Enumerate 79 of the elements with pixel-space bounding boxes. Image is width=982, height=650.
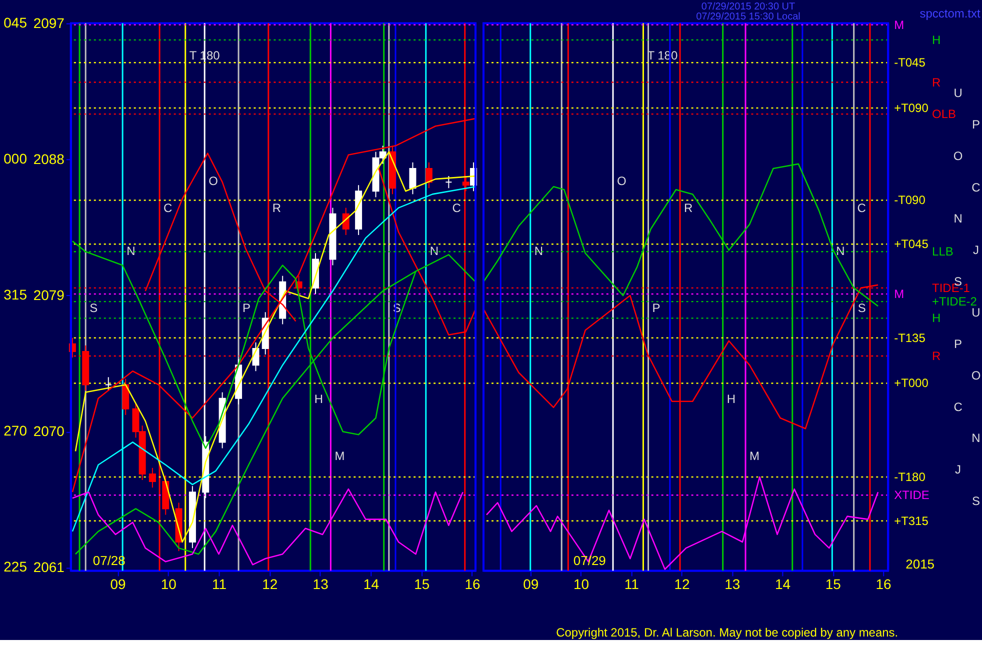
ref-line-label: H — [932, 32, 941, 47]
ref-line-label: M — [334, 448, 345, 463]
text: 225 — [4, 558, 28, 575]
text: N — [954, 212, 962, 226]
text: J — [973, 242, 980, 257]
x-tick-label: 16 — [464, 576, 480, 592]
x-tick-label: 10 — [573, 576, 590, 592]
text: P — [954, 337, 962, 352]
y-tick-label: 2088 — [33, 150, 65, 167]
ref-line-label: +T000 — [894, 376, 929, 390]
x-tick-label: 11 — [212, 576, 227, 592]
x-tick-label: 10 — [160, 576, 177, 592]
ref-line-label: -T180 — [894, 470, 926, 484]
x-tick-label: 12 — [262, 576, 278, 592]
y-tick-label: 2061 — [33, 559, 65, 576]
text: 315 — [4, 286, 28, 303]
x-tick-label: 13 — [724, 576, 740, 592]
x-tick-label: 14 — [775, 576, 791, 592]
x-tick-label: 11 — [624, 576, 640, 592]
ref-line-label: +T315 — [894, 514, 929, 528]
ref-line-label: R — [684, 201, 694, 216]
ref-line-label: C — [452, 201, 462, 216]
text: 07/29/2015 15:30 Local — [696, 11, 800, 22]
text: U — [954, 86, 962, 100]
ref-line-label: C — [164, 201, 173, 216]
text: N — [972, 431, 980, 446]
ref-line-label: O — [616, 174, 626, 188]
ref-line-label: XTIDE — [894, 488, 930, 502]
ref-line-label: N — [126, 244, 136, 258]
ref-line-label: R — [932, 75, 942, 90]
text: 07/29/2015 20:30 UT — [701, 1, 796, 12]
ref-line-label: M — [894, 286, 904, 301]
ref-line-label: R — [932, 349, 942, 363]
ref-line-label: R — [272, 201, 282, 216]
annotation: 07/29 — [573, 552, 606, 568]
ref-line-label: M — [894, 18, 904, 32]
text: J — [955, 462, 962, 476]
text: 000 — [4, 150, 28, 166]
ref-line-label: +T090 — [894, 100, 929, 115]
x-tick-label: 14 — [363, 576, 380, 592]
ref-line-label: -T135 — [894, 330, 926, 345]
ref-line-label: N — [534, 244, 544, 258]
ref-line-label: O — [208, 174, 218, 188]
ref-line-label: H — [726, 392, 736, 406]
ref-line-label: +T045 — [894, 237, 929, 252]
x-tick-label: 12 — [674, 576, 690, 592]
text: Copyright 2015, Dr. Al Larson. May not be copied by any means. — [556, 626, 898, 640]
text: 270 — [4, 422, 28, 439]
y-tick-label: 2079 — [33, 287, 65, 304]
text: P — [972, 118, 980, 132]
text: spcctom.txt — [920, 6, 981, 20]
ref-line-label: H — [314, 392, 324, 406]
text: C — [972, 180, 981, 194]
text: O — [953, 148, 963, 163]
text: O — [971, 368, 981, 382]
text: S — [972, 494, 980, 508]
text: 045 — [4, 14, 28, 30]
ref-line-label: C — [857, 201, 866, 216]
text: 2015 — [906, 556, 934, 572]
ref-line-label: P — [652, 301, 660, 316]
y-tick-label: 2097 — [33, 14, 65, 31]
ref-line-label: N — [836, 244, 845, 258]
ref-line-label: -T090 — [894, 193, 926, 208]
ref-line-label: OLB — [932, 107, 956, 122]
y-tick-label: 2070 — [33, 423, 65, 440]
ref-line-label: S — [858, 301, 866, 316]
ref-line-label: M — [750, 448, 760, 463]
x-tick-label: 09 — [523, 576, 539, 592]
text: C — [954, 400, 963, 414]
ref-line-label: S — [90, 301, 98, 316]
ref-line-label: P — [242, 301, 251, 316]
x-tick-label: 13 — [312, 576, 329, 592]
x-tick-label: 16 — [876, 576, 892, 592]
x-tick-label: 15 — [414, 576, 430, 592]
x-tick-label: 09 — [110, 576, 126, 592]
ref-line-label: LLB — [932, 244, 954, 259]
x-tick-label: 15 — [825, 576, 842, 592]
ref-line-label: H — [932, 311, 941, 326]
ref-line-label: -T045 — [894, 56, 926, 70]
